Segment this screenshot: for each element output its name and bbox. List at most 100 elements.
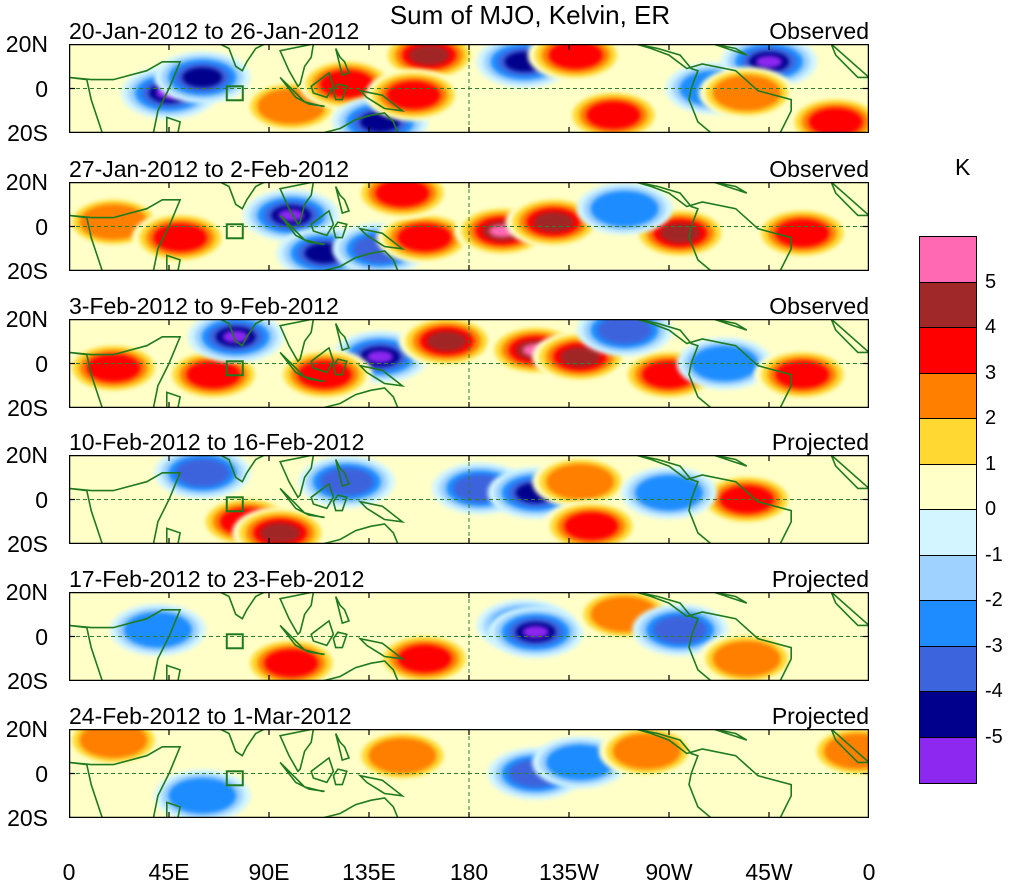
panel-date-range: 3-Feb-2012 to 9-Feb-2012 xyxy=(69,293,339,319)
anomaly-contour xyxy=(690,345,759,382)
panel-date-range: 10-Feb-2012 to 16-Feb-2012 xyxy=(69,429,365,455)
x-tick-label: 90W xyxy=(645,859,693,885)
coastline xyxy=(69,60,182,133)
coastline xyxy=(357,89,406,112)
y-tick-label: 20S xyxy=(7,258,48,284)
coastline xyxy=(830,319,869,354)
anomaly-contour xyxy=(168,777,237,814)
coastline xyxy=(334,596,351,625)
coastline xyxy=(304,512,325,519)
colorbar-swatch xyxy=(920,237,976,283)
anomaly-contour xyxy=(182,67,223,88)
anomaly-map xyxy=(69,182,869,271)
coastline xyxy=(357,364,406,387)
anomaly-contour xyxy=(123,611,192,648)
coastline xyxy=(322,660,399,681)
anomaly-contour xyxy=(586,101,641,130)
coastline xyxy=(310,756,335,784)
coastline xyxy=(334,459,351,488)
anomaly-contour xyxy=(635,474,703,511)
anomaly-contour xyxy=(153,223,208,252)
anomaly-contour xyxy=(546,744,615,781)
anomaly-contour xyxy=(368,737,437,774)
colorbar-tick-label: -2 xyxy=(985,589,1003,611)
anomaly-contour xyxy=(397,223,452,252)
coastline xyxy=(332,768,348,786)
colorbar-swatch xyxy=(920,692,976,738)
anomaly-contour xyxy=(409,45,449,66)
anomaly-map xyxy=(69,455,869,544)
coastline xyxy=(310,619,335,647)
anomaly-map xyxy=(69,319,869,408)
coastline xyxy=(322,250,399,271)
y-tick-label: 20S xyxy=(7,120,48,146)
y-tick-label: 0 xyxy=(35,213,48,240)
x-tick-label: 45W xyxy=(745,859,793,885)
anomaly-contour xyxy=(808,107,863,133)
coastline xyxy=(166,391,182,408)
coastline xyxy=(322,797,399,818)
coastline xyxy=(830,455,869,490)
coastline xyxy=(278,182,315,226)
y-tick-label: 20N xyxy=(5,169,48,195)
anomaly-contour xyxy=(319,467,374,496)
coastline xyxy=(635,455,793,544)
region-box xyxy=(225,770,244,787)
anomaly-contour xyxy=(175,458,230,487)
coastline xyxy=(635,44,793,133)
coastline xyxy=(635,592,793,681)
panel-date-range: 24-Feb-2012 to 1-Mar-2012 xyxy=(69,703,352,729)
coastline xyxy=(830,44,869,79)
coastline xyxy=(278,455,315,499)
anomaly-contour xyxy=(756,55,782,68)
colorbar-swatch xyxy=(920,464,976,510)
coastline xyxy=(357,774,406,797)
coastline xyxy=(713,182,748,194)
coastline xyxy=(69,335,182,408)
colorbar xyxy=(919,236,977,784)
coastline xyxy=(334,186,351,215)
coastline xyxy=(304,786,325,793)
anomaly-contour xyxy=(775,360,830,389)
colorbar-swatch xyxy=(920,419,976,465)
y-tick-label: 0 xyxy=(35,623,48,650)
map-panel: 24-Feb-2012 to 1-Mar-2012 Projected 20N 0 20… xyxy=(0,703,1015,830)
y-tick-label: 20N xyxy=(5,716,48,742)
coastline xyxy=(357,637,406,660)
map-panel: 20-Jan-2012 to 26-Jan-2012 Observed 20N 0 20… xyxy=(0,18,1015,145)
coastline xyxy=(69,471,182,544)
coastline xyxy=(713,455,748,467)
map-panel: 10-Feb-2012 to 16-Feb-2012 Projected 20N 0 2… xyxy=(0,429,1015,556)
anomaly-contour xyxy=(426,331,467,352)
x-tick-label: 0 xyxy=(862,859,876,885)
colorbar-tick-label: 5 xyxy=(985,270,997,293)
panel-status-label: Projected xyxy=(771,566,869,592)
coastline xyxy=(69,608,182,681)
colorbar-swatch xyxy=(920,737,976,783)
panel-date-range: 27-Jan-2012 to 2-Feb-2012 xyxy=(69,156,350,182)
colorbar-tick-label: 0 xyxy=(985,498,997,520)
chart-title: Sum of MJO, Kelvin, ER xyxy=(389,0,671,30)
map-panel: 3-Feb-2012 to 9-Feb-2012 Observed 20N 0 20S xyxy=(0,293,1015,420)
colorbar-swatch xyxy=(920,282,976,328)
y-tick-label: 0 xyxy=(35,760,48,787)
anomaly-contour xyxy=(297,360,352,389)
region-box xyxy=(225,360,244,377)
coastline xyxy=(69,198,182,271)
y-tick-label: 20N xyxy=(5,306,48,332)
y-tick-label: 0 xyxy=(35,75,48,102)
anomaly-map xyxy=(69,729,869,818)
colorbar-tick-label: 2 xyxy=(985,407,997,429)
map-panel: 27-Jan-2012 to 2-Feb-2012 Observed 20N 0 20S xyxy=(0,156,1015,283)
anomaly-contour xyxy=(564,512,619,541)
colorbar-swatch xyxy=(920,555,976,601)
anomaly-contour xyxy=(775,219,830,248)
anomaly-contour xyxy=(548,44,603,70)
anomaly-contour xyxy=(533,212,574,233)
anomaly-contour xyxy=(397,644,452,673)
panel-status-label: Observed xyxy=(769,156,869,182)
anomaly-contour xyxy=(653,615,708,644)
anomaly-contour xyxy=(264,649,319,678)
anomaly-contour xyxy=(712,74,781,111)
coastline xyxy=(635,182,793,271)
